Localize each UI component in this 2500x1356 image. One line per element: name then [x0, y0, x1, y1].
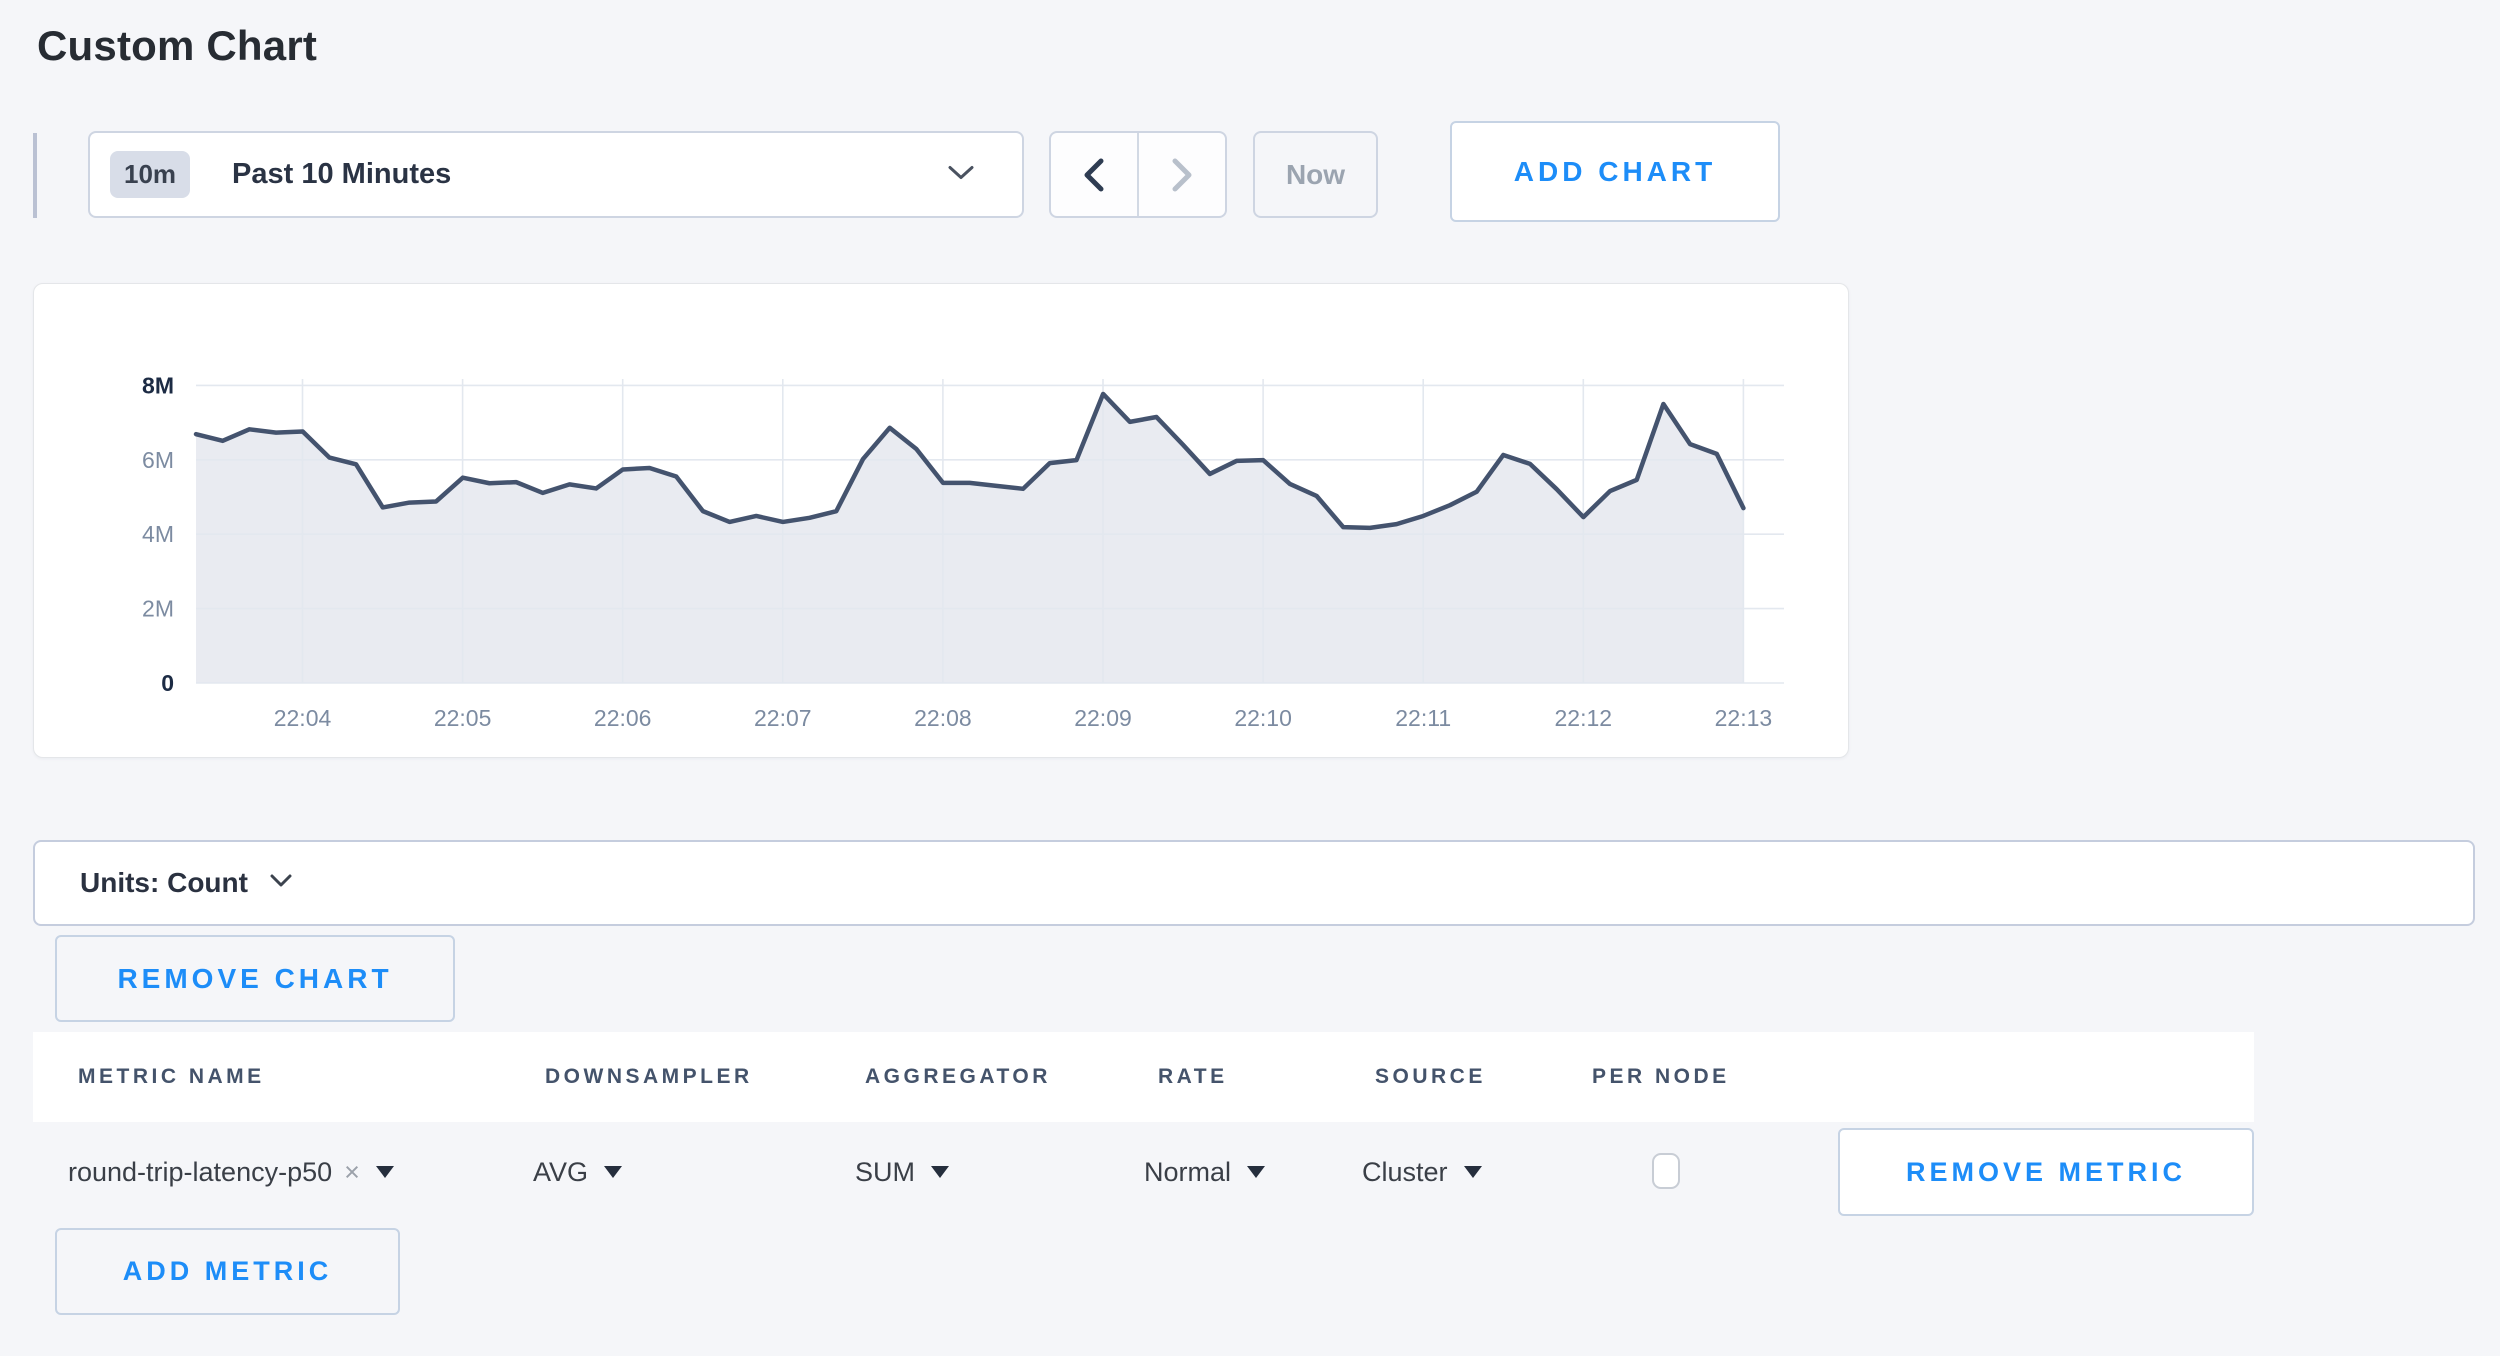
- add-chart-button[interactable]: ADD CHART: [1450, 121, 1780, 222]
- timeseries-chart[interactable]: 0 2M 4M 6M 8M 22:04 22:05 22:06 22:07 22:08 22:09 2…: [34, 284, 1850, 759]
- rate-dropdown[interactable]: Normal: [1144, 1128, 1266, 1216]
- table-row: round-trip-latency-p50 × AVG SUM Normal …: [0, 1128, 2500, 1216]
- chevron-down-icon: [270, 874, 292, 893]
- y-axis-tick: 6M: [142, 447, 174, 473]
- clear-metric-icon[interactable]: ×: [344, 1156, 360, 1187]
- column-header-metric-name: METRIC NAME: [78, 1065, 265, 1088]
- x-axis-tick: 22:04: [274, 705, 332, 731]
- x-axis-tick: 22:10: [1234, 705, 1292, 731]
- y-axis-tick: 0: [161, 670, 174, 696]
- metric-name-dropdown[interactable]: round-trip-latency-p50 ×: [68, 1128, 394, 1216]
- toolbar-accent-bar: [33, 133, 37, 218]
- units-label: Units: Count: [80, 867, 248, 898]
- x-axis-tick: 22:08: [914, 705, 972, 731]
- downsampler-dropdown[interactable]: AVG: [533, 1128, 623, 1216]
- time-range-select[interactable]: 10m Past 10 Minutes: [88, 131, 1024, 218]
- column-header-downsampler: DOWNSAMPLER: [545, 1065, 753, 1088]
- column-header-per-node: PER NODE: [1592, 1065, 1730, 1088]
- caret-down-icon: [1247, 1166, 1266, 1178]
- caret-down-icon: [375, 1166, 394, 1178]
- caret-down-icon: [1463, 1166, 1482, 1178]
- aggregator-dropdown[interactable]: SUM: [855, 1128, 949, 1216]
- y-axis-tick: 4M: [142, 521, 174, 547]
- next-time-button[interactable]: [1137, 133, 1225, 216]
- x-axis-tick: 22:13: [1715, 705, 1773, 731]
- x-axis-tick: 22:11: [1395, 705, 1451, 731]
- units-select[interactable]: Units: Count: [33, 840, 2475, 926]
- now-button[interactable]: Now: [1253, 131, 1378, 218]
- metric-table-header: METRIC NAME DOWNSAMPLER AGGREGATOR RATE …: [33, 1032, 2254, 1122]
- column-header-source: SOURCE: [1375, 1065, 1486, 1088]
- y-axis-tick: 8M: [142, 372, 174, 398]
- x-axis-tick: 22:09: [1074, 705, 1132, 731]
- column-header-rate: RATE: [1158, 1065, 1228, 1088]
- source-dropdown[interactable]: Cluster: [1362, 1128, 1482, 1216]
- caret-down-icon: [604, 1166, 623, 1178]
- page-title: Custom Chart: [37, 22, 318, 69]
- time-range-badge: 10m: [110, 151, 191, 198]
- downsampler-value: AVG: [533, 1156, 589, 1187]
- x-axis-tick: 22:05: [434, 705, 492, 731]
- source-value: Cluster: [1362, 1156, 1448, 1187]
- x-axis-tick: 22:07: [754, 705, 812, 731]
- remove-chart-button[interactable]: REMOVE CHART: [55, 935, 455, 1022]
- chart-card: 0 2M 4M 6M 8M 22:04 22:05 22:06 22:07 22:08 22:09 2…: [33, 283, 1849, 758]
- chevron-down-icon: [948, 164, 974, 185]
- time-range-label: Past 10 Minutes: [232, 158, 452, 190]
- per-node-checkbox[interactable]: [1652, 1153, 1680, 1189]
- x-axis-tick: 22:06: [594, 705, 652, 731]
- prev-time-button[interactable]: [1051, 133, 1137, 216]
- rate-value: Normal: [1144, 1156, 1232, 1187]
- x-axis-tick: 22:12: [1555, 705, 1613, 731]
- caret-down-icon: [931, 1166, 949, 1178]
- y-axis-tick: 2M: [142, 596, 174, 622]
- aggregator-value: SUM: [855, 1156, 915, 1187]
- metric-name-value: round-trip-latency-p50: [68, 1156, 333, 1187]
- column-header-aggregator: AGGREGATOR: [865, 1065, 1051, 1088]
- time-nav-group: [1049, 131, 1227, 218]
- remove-metric-button[interactable]: REMOVE METRIC: [1838, 1128, 2254, 1216]
- add-metric-button[interactable]: ADD METRIC: [55, 1228, 400, 1315]
